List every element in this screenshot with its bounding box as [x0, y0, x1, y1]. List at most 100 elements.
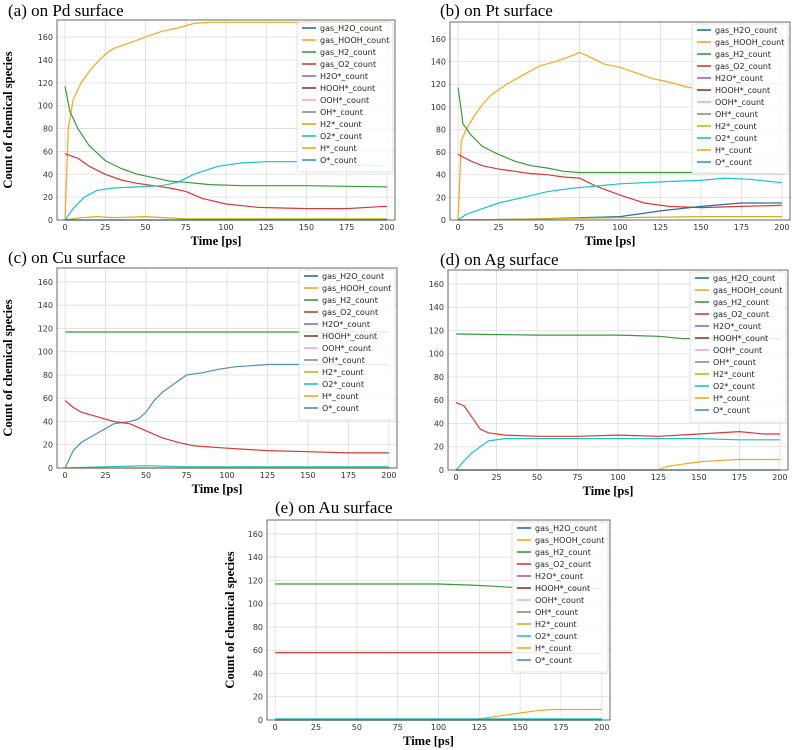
legend-item: H2O*_count — [535, 572, 583, 581]
x-tick-label: 200 — [772, 473, 787, 482]
legend-item: gas_O2_count — [715, 62, 771, 71]
y-tick-label: 80 — [436, 125, 446, 134]
y-tick-label: 40 — [434, 419, 444, 428]
legend-item: gas_H2O_count — [715, 26, 777, 35]
legend-item: gas_H2_count — [320, 48, 376, 57]
y-tick-label: 140 — [248, 553, 263, 562]
x-tick-label: 100 — [218, 223, 233, 232]
legend-box — [511, 521, 609, 673]
legend-box — [296, 21, 394, 173]
legend-item: gas_H2_count — [322, 296, 378, 305]
legend-item: H2O*_count — [322, 320, 370, 329]
legend-item: gas_H2O_count — [713, 274, 775, 283]
y-tick-label: 0 — [258, 716, 263, 725]
x-tick-label: 75 — [181, 471, 191, 480]
y-tick-label: 140 — [38, 301, 53, 310]
y-tick-label: 100 — [38, 102, 53, 111]
legend-item: H*_count — [322, 392, 359, 401]
x-tick-label: 150 — [693, 223, 708, 232]
legend-item: gas_H2O_count — [535, 524, 597, 533]
legend-item: O*_count — [715, 158, 752, 167]
chart-panel-b: (b) on Pt surface 0 25 50 75 100 125 150 175 200 0… — [431, 1, 791, 248]
x-tick-label: 175 — [553, 723, 568, 732]
legend-item: H2*_count — [715, 122, 757, 131]
x-tick-label: 100 — [219, 471, 234, 480]
y-tick-label: 120 — [431, 80, 446, 89]
chart-panel-d: (d) on Ag surface 0 25 50 75 100 125 150 175 200 0… — [429, 250, 789, 498]
legend-item: O2*_count — [535, 632, 577, 641]
y-tick-label: 80 — [253, 623, 263, 632]
y-tick-label: 20 — [436, 193, 446, 202]
x-tick-label: 125 — [260, 471, 275, 480]
series-line-o2--count — [455, 438, 780, 471]
legend-item: O*_count — [713, 406, 750, 415]
chart-panel-e: (e) on Au surface 0 25 50 75 100 125 150 175 200 0… — [223, 498, 611, 748]
x-tick-label: 200 — [381, 471, 396, 480]
legend: gas_H2O_count gas_HOOH_count gas_H2_countg… — [296, 21, 394, 173]
y-tick-label: 60 — [43, 147, 53, 156]
y-tick-label: 100 — [248, 600, 263, 609]
y-tick-label: 20 — [43, 193, 53, 202]
legend-item: OOH*_count — [535, 596, 584, 605]
legend-item: gas_H2_count — [713, 298, 769, 307]
legend-item: H2*_count — [322, 368, 364, 377]
x-tick-label: 25 — [493, 223, 503, 232]
x-tick-label: 75 — [393, 723, 403, 732]
series-line-gas-h2-count — [64, 86, 388, 188]
legend-item: O2*_count — [715, 134, 757, 143]
x-tick-label: 125 — [472, 723, 487, 732]
x-tick-label: 0 — [63, 223, 68, 232]
y-tick-label: 140 — [431, 58, 446, 67]
chart-title: (d) on Ag surface — [440, 250, 559, 269]
y-tick-label: 20 — [253, 693, 263, 702]
x-tick-label: 75 — [572, 473, 582, 482]
legend-item: OOH*_count — [713, 346, 762, 355]
y-axis-label: Count of chemical species — [223, 551, 237, 688]
y-tick-label: 160 — [248, 530, 263, 539]
x-tick-label: 0 — [456, 223, 461, 232]
x-tick-label: 100 — [610, 473, 625, 482]
x-tick-label: 100 — [612, 223, 627, 232]
chart-panel-c: (c) on Cu surface 0 25 50 75 100 125 150 175 200 0… — [1, 248, 398, 496]
legend-item: O*_count — [535, 656, 572, 665]
x-tick-label: 0 — [273, 723, 278, 732]
x-tick-label: 150 — [513, 723, 528, 732]
y-tick-label: 160 — [431, 35, 446, 44]
x-tick-label: 150 — [300, 471, 315, 480]
legend-item: H2*_count — [713, 370, 755, 379]
legend-item: gas_O2_count — [535, 560, 591, 569]
legend-item: H2*_count — [320, 120, 362, 129]
legend-item: gas_O2_count — [320, 60, 376, 69]
series-line-h2--count — [64, 216, 387, 221]
plot-frame — [449, 21, 791, 221]
x-tick-label: 50 — [140, 223, 150, 232]
y-tick-label: 120 — [248, 576, 263, 585]
legend: gas_H2O_count gas_HOOH_count gas_H2_countg… — [511, 521, 609, 673]
legend-item: O2*_count — [713, 382, 755, 391]
x-tick-label: 150 — [691, 473, 706, 482]
x-tick-label: 50 — [141, 471, 151, 480]
x-axis-label: Time [ps] — [192, 482, 243, 496]
series-line-gas-hooh-count — [457, 51, 782, 221]
legend-item: gas_H2O_count — [322, 272, 384, 281]
series-line-o--count — [64, 363, 389, 469]
y-tick-label: 40 — [436, 171, 446, 180]
legend-item: gas_O2_count — [322, 308, 378, 317]
legend-item: gas_H2O_count — [320, 24, 382, 33]
y-tick-label: 100 — [431, 103, 446, 112]
legend-box — [298, 269, 396, 421]
y-tick-label: 100 — [429, 350, 444, 359]
y-tick-label: 120 — [38, 79, 53, 88]
x-tick-label: 175 — [339, 223, 354, 232]
y-tick-label: 20 — [434, 443, 444, 452]
legend-item: H2*_count — [535, 620, 577, 629]
y-tick-label: 100 — [38, 348, 53, 357]
x-axis-label: Time [ps] — [583, 484, 634, 498]
legend-item: OOH*_count — [715, 98, 764, 107]
legend-item: gas_HOOH_count — [715, 38, 784, 47]
y-tick-label: 60 — [436, 148, 446, 157]
x-tick-label: 200 — [774, 223, 789, 232]
plot-frame — [447, 269, 789, 471]
legend-box — [691, 23, 789, 175]
legend-box — [689, 271, 787, 423]
